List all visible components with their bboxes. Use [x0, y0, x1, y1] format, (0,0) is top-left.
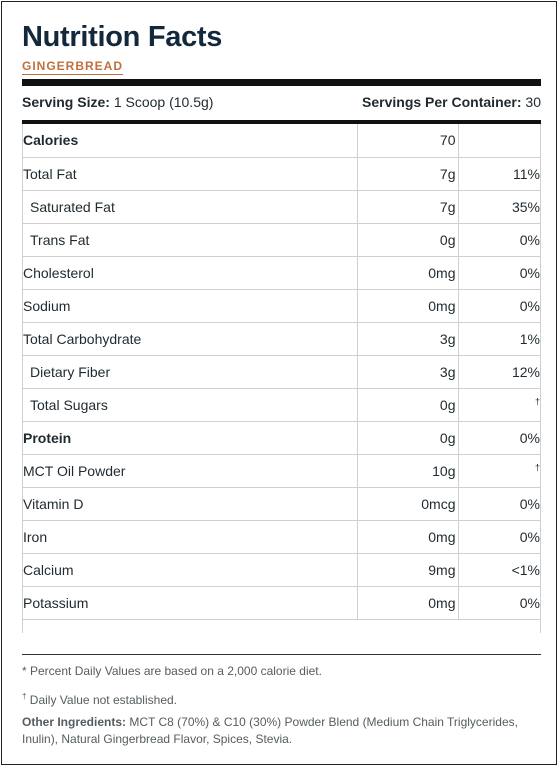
serving-thick-divider — [22, 120, 541, 124]
nutrient-amount: 3g — [356, 355, 458, 389]
nutrient-daily-value: 0% — [457, 256, 541, 290]
nutrient-name: Iron — [22, 520, 357, 554]
nutrient-amount: 10g — [356, 454, 458, 488]
servings-per-container: Servings Per Container: 30 — [362, 94, 541, 110]
nutrient-name: Dietary Fiber — [22, 355, 357, 389]
nutrient-daily-value: 0% — [457, 520, 541, 554]
serving-size: Serving Size: 1 Scoop (10.5g) — [22, 94, 213, 110]
nutrient-name: Calcium — [22, 553, 357, 587]
nutrient-name: Sodium — [22, 289, 357, 323]
nutrient-amount: 9mg — [356, 553, 458, 587]
percent-dv-footnote: * Percent Daily Values are based on a 2,… — [22, 664, 322, 678]
serving-size-value: 1 Scoop (10.5g) — [113, 94, 214, 110]
dagger-mark: † — [534, 461, 540, 472]
dagger-mark: † — [534, 395, 540, 406]
nutrient-amount: 0mg — [356, 520, 458, 554]
nutrient-daily-value: 0% — [457, 223, 541, 257]
nutrient-daily-value: 12% — [457, 355, 541, 389]
other-ingredients-text: MCT C8 (70%) & C10 (30%) Powder Blend (M… — [22, 715, 518, 746]
serving-size-label: Serving Size: — [22, 94, 110, 110]
nutrient-amount: 3g — [356, 322, 458, 356]
table-row: Vitamin D 0mcg 0% — [22, 487, 541, 521]
nutrient-daily-value: 35% — [457, 190, 541, 224]
nutrient-daily-value-cell: † — [457, 388, 541, 422]
nutrient-amount: 0g — [356, 421, 458, 455]
nutrient-daily-value: 0% — [457, 289, 541, 323]
nutrient-name: Saturated Fat — [22, 190, 357, 224]
nutrient-amount: 7g — [356, 157, 458, 191]
other-ingredients-label: Other Ingredients: — [22, 715, 127, 729]
nutrient-daily-value: 0% — [457, 421, 541, 455]
table-row: Potassium 0mg 0% — [22, 586, 541, 620]
nutrient-name: Total Sugars — [22, 388, 357, 422]
table-row: Total Carbohydrate 3g 1% — [22, 322, 541, 356]
top-thick-divider — [22, 79, 541, 86]
table-row: Total Sugars 0g † — [22, 388, 541, 422]
table-row: Calories 70 — [22, 124, 541, 158]
table-row: Iron 0mg 0% — [22, 520, 541, 554]
nutrient-name: Trans Fat — [22, 223, 357, 257]
nutrient-name: Total Carbohydrate — [22, 322, 357, 356]
nutrient-amount: 70 — [356, 124, 458, 158]
other-ingredients: Other Ingredients: MCT C8 (70%) & C10 (3… — [22, 714, 541, 748]
table-row: Trans Fat 0g 0% — [22, 223, 541, 257]
table-row: Total Fat 7g 11% — [22, 157, 541, 191]
nutrient-table: Calories 70 Total Fat 7g 11% Saturated F… — [22, 124, 541, 620]
servings-per-container-label: Servings Per Container: — [362, 94, 522, 110]
nutrient-daily-value: 11% — [457, 157, 541, 191]
nutrient-daily-value-cell: † — [457, 454, 541, 488]
table-row: MCT Oil Powder 10g † — [22, 454, 541, 488]
dagger-footnote: † Daily Value not established. — [22, 688, 541, 709]
footnote-divider — [22, 654, 541, 655]
table-row: Cholesterol 0mg 0% — [22, 256, 541, 290]
nutrient-amount: 0mg — [356, 289, 458, 323]
nutrient-name: Cholesterol — [22, 256, 357, 290]
nutrient-amount: 0mg — [356, 586, 458, 620]
dagger-footnote-text: Daily Value not established. — [29, 693, 177, 707]
nutrient-amount: 7g — [356, 190, 458, 224]
serving-info: Serving Size: 1 Scoop (10.5g) Servings P… — [22, 94, 541, 114]
nutrient-name: Potassium — [22, 586, 357, 620]
nutrient-daily-value: 0% — [457, 586, 541, 620]
table-row: Protein 0g 0% — [22, 421, 541, 455]
nutrient-daily-value: 1% — [457, 322, 541, 356]
nutrient-daily-value: <1% — [457, 553, 541, 587]
nutrient-daily-value: 0% — [457, 487, 541, 521]
nutrient-amount: 0g — [356, 223, 458, 257]
table-row: Sodium 0mg 0% — [22, 289, 541, 323]
nutrient-daily-value — [457, 124, 541, 158]
nutrient-name: Calories — [22, 124, 357, 158]
page-title: Nutrition Facts — [22, 21, 223, 53]
nutrient-name: MCT Oil Powder — [22, 454, 357, 488]
servings-per-container-value: 30 — [525, 94, 541, 110]
table-row: Dietary Fiber 3g 12% — [22, 355, 541, 389]
nutrient-name: Vitamin D — [22, 487, 357, 521]
table-row: Saturated Fat 7g 35% — [22, 190, 541, 224]
nutrient-amount: 0mcg — [356, 487, 458, 521]
nutrient-amount: 0g — [356, 388, 458, 422]
dagger-footnote-mark: † — [22, 692, 27, 701]
nutrient-amount: 0mg — [356, 256, 458, 290]
table-row: Calcium 9mg <1% — [22, 553, 541, 587]
nutrient-name: Total Fat — [22, 157, 357, 191]
flavor-label: GINGERBREAD — [22, 59, 124, 75]
nutrient-name: Protein — [22, 421, 357, 455]
